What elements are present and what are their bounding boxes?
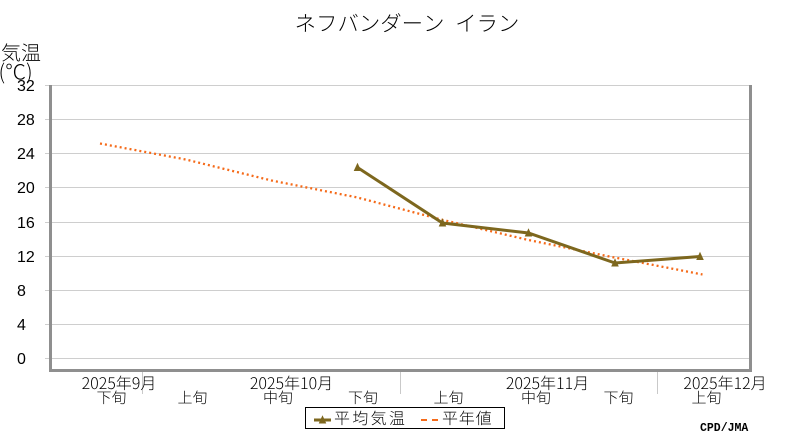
svg-text:0: 0 bbox=[17, 351, 26, 368]
svg-text:16: 16 bbox=[17, 215, 35, 232]
svg-text:28: 28 bbox=[17, 112, 35, 129]
svg-text:4: 4 bbox=[17, 317, 26, 334]
svg-text:CPD/JMA: CPD/JMA bbox=[700, 422, 748, 435]
svg-text:20: 20 bbox=[17, 180, 35, 197]
svg-text:12: 12 bbox=[17, 249, 35, 266]
svg-text:32: 32 bbox=[17, 78, 35, 95]
svg-text:8: 8 bbox=[17, 283, 26, 300]
svg-text:24: 24 bbox=[17, 146, 35, 163]
